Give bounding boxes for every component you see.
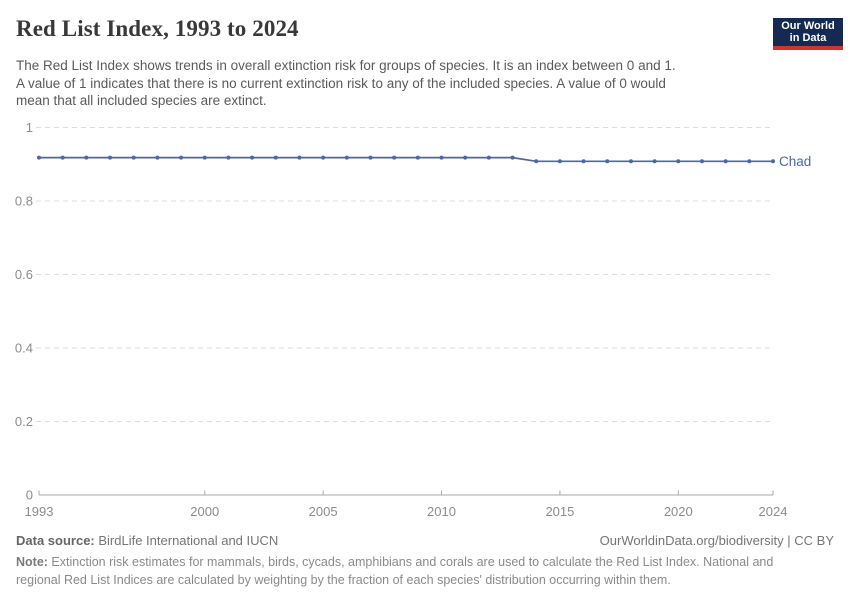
- x-tick-label: 2010: [427, 504, 456, 519]
- note-text-1: Extinction risk estimates for mammals, b…: [47, 555, 774, 569]
- data-source-value: BirdLife International and IUCN: [94, 533, 279, 548]
- data-point[interactable]: [155, 155, 160, 160]
- data-point[interactable]: [463, 155, 468, 160]
- data-point[interactable]: [534, 159, 539, 164]
- data-point[interactable]: [60, 155, 65, 160]
- data-point[interactable]: [250, 155, 255, 160]
- owid-logo-line2: in Data: [789, 32, 827, 44]
- data-point[interactable]: [392, 155, 397, 160]
- owid-url-link[interactable]: OurWorldinData.org/biodiversity | CC BY: [599, 533, 834, 548]
- data-point[interactable]: [628, 159, 633, 164]
- data-point[interactable]: [368, 155, 373, 160]
- data-point[interactable]: [557, 159, 562, 164]
- data-point[interactable]: [297, 155, 302, 160]
- data-point[interactable]: [273, 155, 278, 160]
- x-tick-label: 2005: [309, 504, 338, 519]
- data-point[interactable]: [510, 155, 515, 160]
- data-point[interactable]: [344, 155, 349, 160]
- y-tick-label: 0: [26, 488, 33, 503]
- chart-canvas: 0 0.2 0.4 0.6 0.8 1 1993 2000 2005 2010 2015 2020 20…: [15, 120, 811, 519]
- y-tick-label: 1: [26, 120, 33, 135]
- chart-subtitle: The Red List Index shows trends in overa…: [16, 57, 676, 110]
- x-tick-label: 2000: [190, 504, 219, 519]
- data-point[interactable]: [771, 159, 775, 164]
- data-point[interactable]: [676, 159, 681, 164]
- note-line: Note: Extinction risk estimates for mamm…: [16, 553, 834, 571]
- data-point[interactable]: [605, 159, 610, 164]
- data-point[interactable]: [321, 155, 326, 160]
- data-point[interactable]: [415, 155, 420, 160]
- data-point[interactable]: [581, 159, 586, 164]
- page-title: Red List Index, 1993 to 2024: [16, 16, 299, 41]
- data-point[interactable]: [84, 155, 89, 160]
- subtitle-line: A value of 1 indicates that there is no …: [16, 75, 666, 91]
- data-point[interactable]: [179, 155, 184, 160]
- x-tick-label: 1993: [25, 504, 54, 519]
- y-tick-label: 0.6: [15, 267, 33, 282]
- subtitle-line: mean that all included species are extin…: [16, 93, 267, 108]
- data-point[interactable]: [723, 159, 728, 164]
- footer-note: Note: Extinction risk estimates for mamm…: [16, 553, 834, 589]
- data-point[interactable]: [747, 159, 752, 164]
- data-point[interactable]: [652, 159, 657, 164]
- data-point[interactable]: [699, 159, 704, 164]
- data-point[interactable]: [486, 155, 491, 160]
- x-tick-label: 2020: [664, 504, 693, 519]
- data-point[interactable]: [226, 155, 231, 160]
- data-point[interactable]: [108, 155, 113, 160]
- owid-logo[interactable]: Our World in Data: [773, 18, 843, 50]
- chart-line[interactable]: [39, 156, 773, 163]
- note-label: Note:: [16, 555, 48, 569]
- data-point[interactable]: [439, 155, 444, 160]
- data-point[interactable]: [131, 155, 136, 160]
- data-point[interactable]: [37, 155, 41, 160]
- y-tick-label: 0.8: [15, 194, 33, 209]
- note-text-2: regional Red List Indices are calculated…: [16, 573, 671, 587]
- subtitle-line: The Red List Index shows trends in overa…: [16, 58, 676, 73]
- y-tick-label: 0.2: [15, 414, 33, 429]
- x-tick-label: 2015: [545, 504, 574, 519]
- data-source: Data source: BirdLife International and …: [16, 533, 278, 548]
- footer-source-row: Data source: BirdLife International and …: [16, 533, 834, 548]
- owid-logo-line1: Our World: [781, 19, 835, 32]
- y-tick-label: 0.4: [15, 341, 33, 356]
- x-tick-label: 2024: [759, 504, 788, 519]
- data-source-label: Data source:: [16, 533, 95, 548]
- data-point[interactable]: [202, 155, 207, 160]
- entity-label[interactable]: Chad: [779, 154, 811, 169]
